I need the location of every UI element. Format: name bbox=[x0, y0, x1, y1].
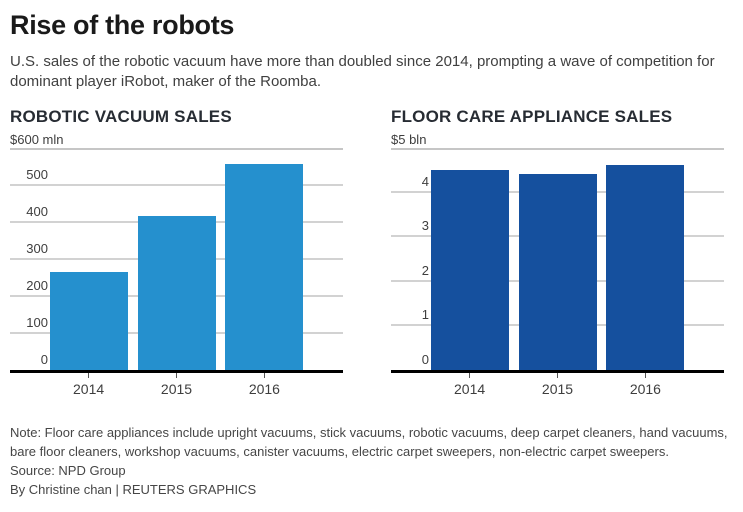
bar-2015 bbox=[137, 216, 216, 370]
byline-text: By Christine chan | REUTERS GRAPHICS bbox=[10, 481, 257, 497]
note-text: Note: Floor care appliances include upri… bbox=[10, 424, 728, 459]
bar-2014 bbox=[49, 271, 128, 370]
y-tick-label: 100 bbox=[26, 314, 48, 330]
y-tick-label: 0 bbox=[40, 351, 48, 367]
bar-2014 bbox=[430, 169, 509, 370]
x-category-label: 2016 bbox=[629, 380, 661, 397]
y-tick-label: 3 bbox=[421, 218, 429, 234]
x-category-label: 2016 bbox=[248, 380, 280, 397]
page-title: Rise of the robots bbox=[10, 10, 235, 40]
chart-title-right: FLOOR CARE APPLIANCE SALES bbox=[391, 107, 673, 127]
bar-2015 bbox=[518, 174, 597, 370]
gridline-top bbox=[391, 147, 724, 150]
x-tick-mark bbox=[88, 372, 90, 378]
charts-row: ROBOTIC VACUUM SALES $600 mln 0 100 200 300… bbox=[10, 107, 735, 403]
x-category-label: 2014 bbox=[454, 380, 486, 397]
bar-2016 bbox=[606, 165, 685, 370]
y-tick-label: 200 bbox=[26, 277, 48, 293]
y-tick-label: 500 bbox=[26, 166, 48, 182]
bar-2016 bbox=[225, 164, 304, 370]
y-tick-label: 4 bbox=[421, 174, 429, 189]
bar-plot-left: 0 100 200 300 400 500 2014 2015 2016 bbox=[10, 147, 343, 396]
x-tick-mark bbox=[557, 372, 558, 378]
axis-unit-label-left: $600 mln bbox=[10, 131, 64, 147]
x-category-label: 2015 bbox=[541, 380, 574, 397]
chart-title-left: ROBOTIC VACUUM SALES bbox=[10, 107, 232, 127]
x-tick-mark bbox=[263, 372, 265, 378]
source-text: Source: NPD Group bbox=[10, 462, 126, 478]
x-tick-mark bbox=[469, 372, 471, 378]
x-category-label: 2014 bbox=[73, 380, 105, 397]
y-tick-label: 300 bbox=[26, 240, 48, 256]
footer-notes: Note: Floor care appliances include upri… bbox=[10, 423, 738, 499]
y-tick-label: 1 bbox=[421, 307, 429, 323]
chart-floor-care-appliance-sales: FLOOR CARE APPLIANCE SALES $5 bln 0 1 2 3 4 2… bbox=[391, 107, 724, 403]
axis-unit-label-right: $5 bln bbox=[391, 131, 427, 147]
gridline-top bbox=[10, 147, 343, 150]
bar-plot-right: 0 1 2 3 4 2014 2015 2016 bbox=[391, 147, 724, 396]
chart-robotic-vacuum-sales: ROBOTIC VACUUM SALES $600 mln 0 100 200 300… bbox=[10, 107, 343, 403]
x-tick-mark bbox=[176, 372, 177, 378]
y-tick-label: 400 bbox=[26, 203, 48, 219]
y-tick-label: 0 bbox=[421, 351, 429, 367]
y-tick-label: 2 bbox=[421, 262, 429, 278]
gridline bbox=[10, 183, 343, 186]
page-subtitle: U.S. sales of the robotic vacuum have mo… bbox=[10, 53, 715, 91]
x-category-label: 2015 bbox=[160, 380, 193, 397]
x-tick-mark bbox=[644, 372, 646, 378]
